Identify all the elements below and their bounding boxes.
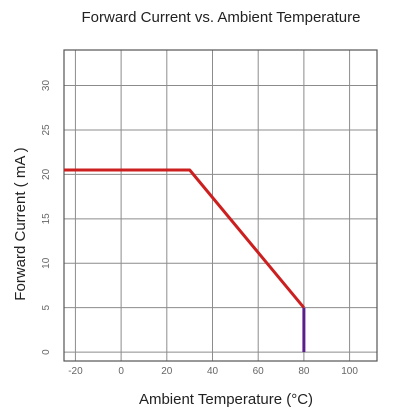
- y-axis-label: Forward Current ( mA ): [12, 147, 29, 300]
- chart-title: Forward Current vs. Ambient Temperature: [81, 9, 360, 26]
- x-tick-label: 40: [207, 366, 219, 377]
- y-axis-ticks: 0 5 10 15 20 25 30: [41, 80, 52, 355]
- x-axis-ticks: -20 0 20 40 60 80 100: [68, 366, 358, 377]
- grid: [64, 50, 377, 361]
- x-tick-label: -20: [68, 366, 83, 377]
- x-tick-label: 80: [298, 366, 310, 377]
- series-group: [64, 168, 306, 353]
- x-tick-label: 0: [118, 366, 124, 377]
- plot-area: [63, 49, 378, 362]
- y-tick-label: 5: [41, 304, 52, 310]
- y-tick-label: 25: [41, 124, 52, 136]
- y-tick-label: 15: [41, 213, 52, 225]
- y-tick-label: 0: [41, 349, 52, 355]
- y-tick-label: 10: [41, 257, 52, 269]
- x-tick-label: 60: [253, 366, 265, 377]
- y-tick-label: 30: [41, 80, 52, 92]
- series-line-0: [64, 168, 306, 309]
- x-tick-label: 100: [341, 366, 358, 377]
- x-tick-label: 20: [161, 366, 173, 377]
- y-tick-label: 20: [41, 168, 52, 180]
- x-axis-label: Ambient Temperature (°C): [139, 391, 313, 408]
